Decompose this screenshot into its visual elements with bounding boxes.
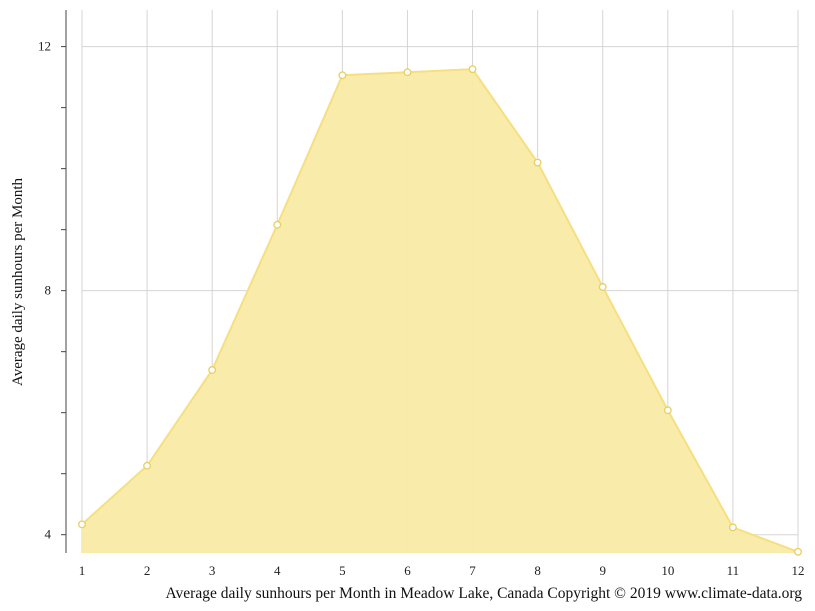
x-tick-label: 11 xyxy=(727,563,740,578)
y-tick-label: 12 xyxy=(38,39,51,54)
data-point xyxy=(273,220,282,229)
y-tick-label: 8 xyxy=(45,283,52,298)
data-points xyxy=(78,65,802,556)
data-point xyxy=(143,461,152,470)
area-fill xyxy=(82,69,798,553)
data-point xyxy=(598,283,607,291)
x-tick-label: 7 xyxy=(469,563,476,578)
x-tick-label: 12 xyxy=(792,563,805,578)
series-line xyxy=(81,68,799,553)
x-tick-label: 8 xyxy=(534,563,541,578)
data-point xyxy=(794,547,802,556)
data-point xyxy=(78,520,86,529)
data-point xyxy=(728,523,737,532)
data-point xyxy=(338,71,347,80)
x-tick-label: 10 xyxy=(661,563,674,578)
x-tick-label: 9 xyxy=(599,563,606,578)
axes xyxy=(61,10,67,553)
x-tick-label: 2 xyxy=(144,563,151,578)
data-point xyxy=(403,68,412,77)
y-tick-label: 4 xyxy=(45,527,52,542)
data-point xyxy=(533,158,542,167)
y-axis-title: Average daily sunhours per Month xyxy=(10,178,26,387)
area-series xyxy=(81,68,799,553)
x-tick-label: 1 xyxy=(79,563,86,578)
data-point xyxy=(468,65,477,74)
data-point xyxy=(208,366,217,374)
x-tick-label: 6 xyxy=(404,563,411,578)
chart-caption: Average daily sunhours per Month in Mead… xyxy=(166,585,803,602)
data-point xyxy=(663,406,672,415)
x-tick-label: 3 xyxy=(209,563,216,578)
x-tick-label: 4 xyxy=(274,563,281,578)
x-tick-label: 5 xyxy=(339,563,346,578)
